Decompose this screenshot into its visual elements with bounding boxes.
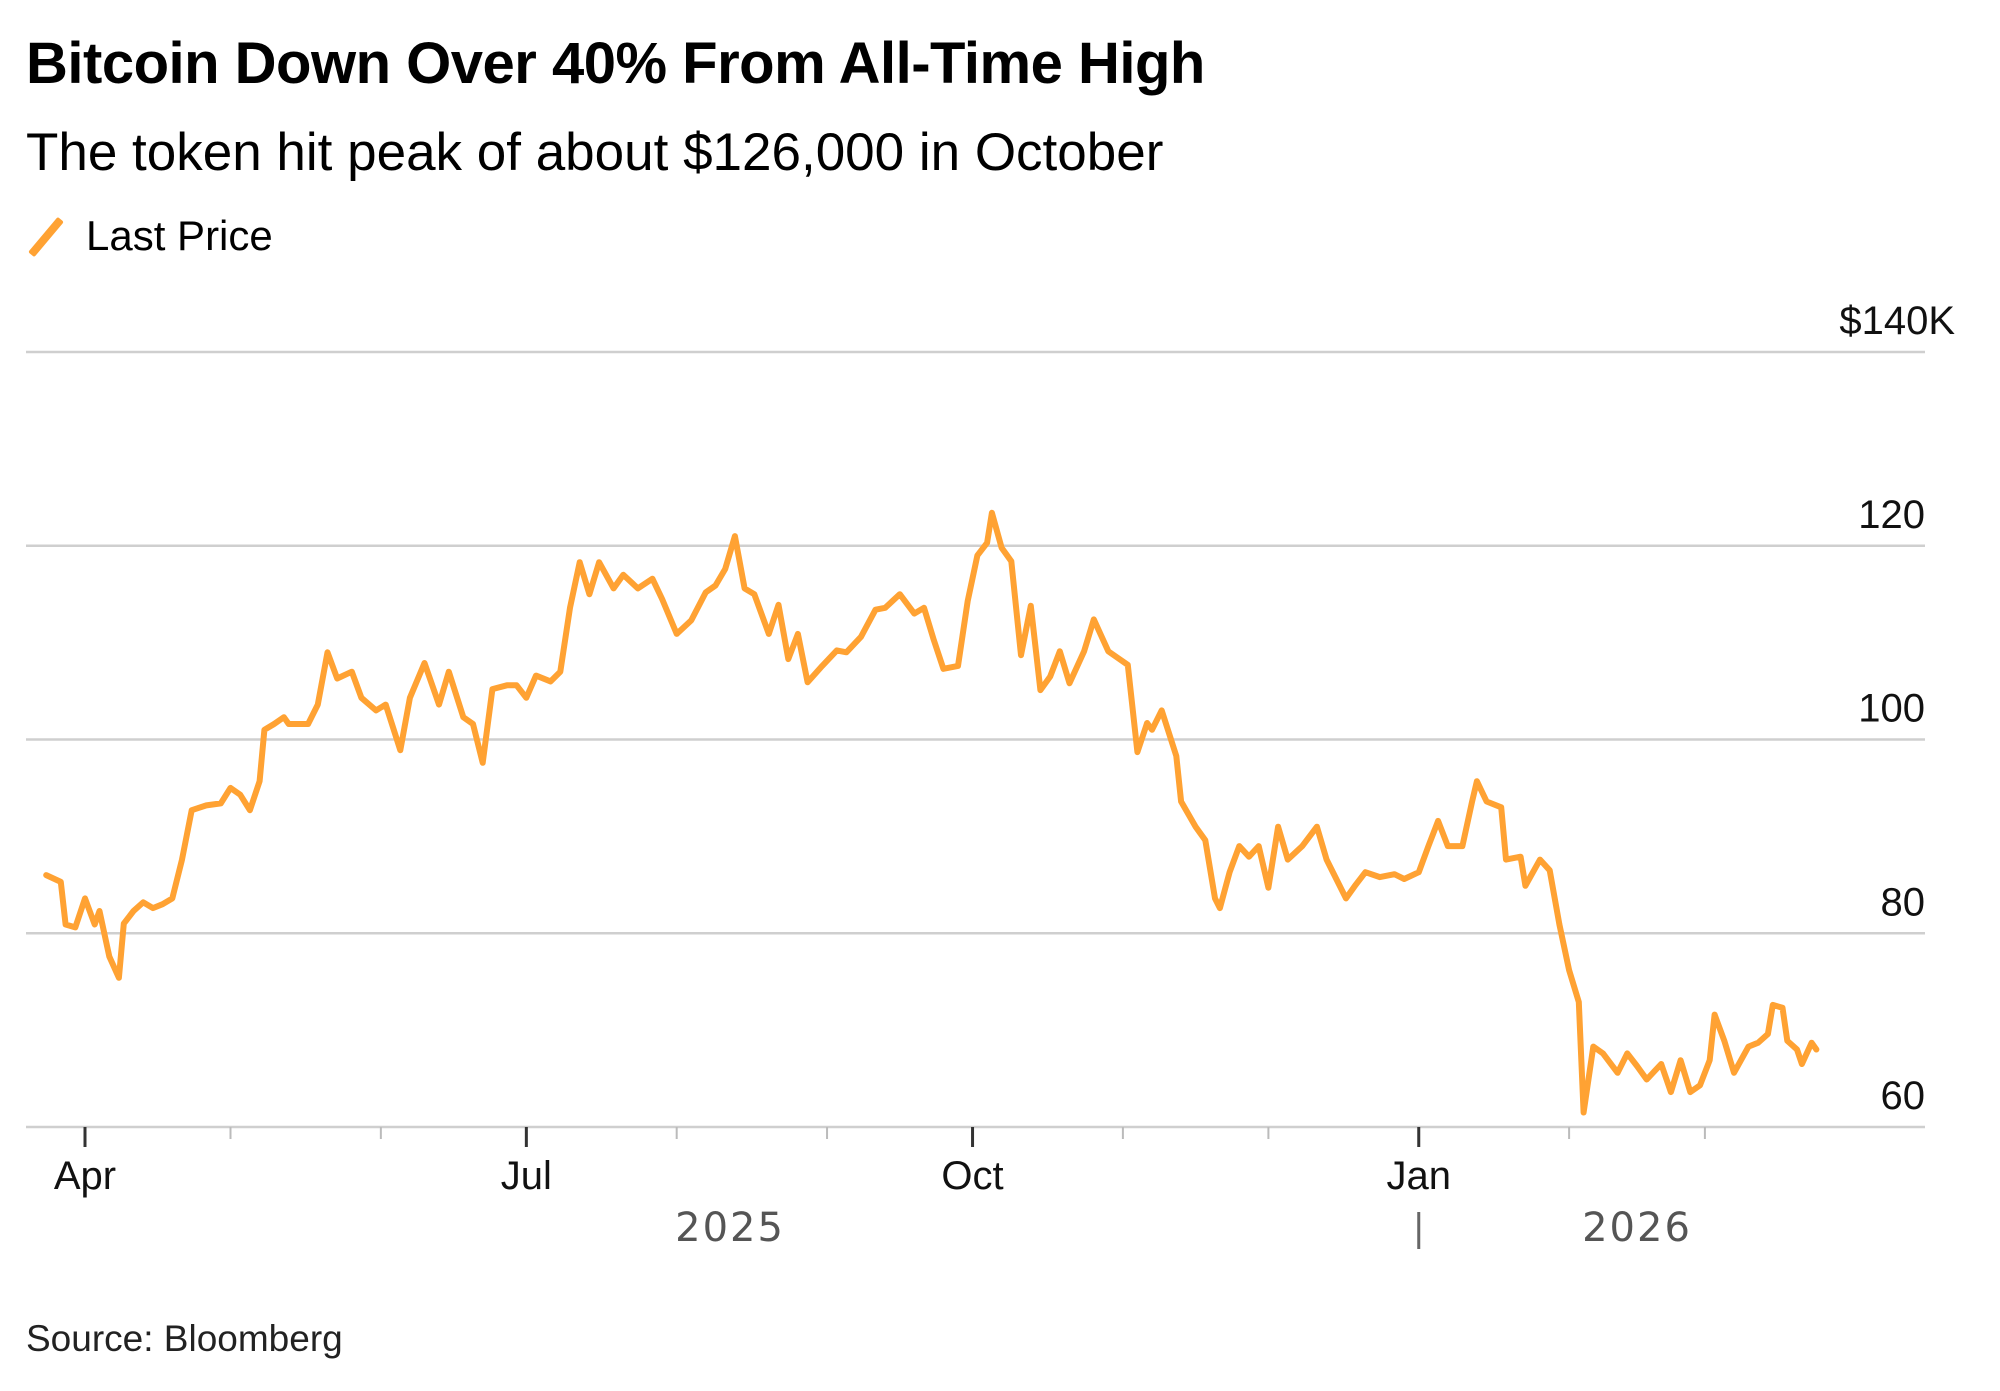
y-tick-label: 80: [1881, 880, 1926, 924]
legend-label: Last Price: [86, 212, 273, 259]
y-tick-label: $140K: [1839, 299, 1955, 343]
y-tick-label: 100: [1858, 687, 1925, 731]
x-tick-label: Apr: [54, 1154, 116, 1198]
year-label: 2025: [675, 1205, 785, 1251]
y-tick-label: 120: [1858, 493, 1925, 537]
y-tick-label: 60: [1881, 1074, 1926, 1118]
series-line-last-price: [43, 509, 1820, 1116]
x-tick-label: Oct: [941, 1154, 1003, 1198]
chart-title: Bitcoin Down Over 40% From All-Time High: [26, 31, 1205, 96]
year-label: 2026: [1582, 1205, 1692, 1251]
source-note: Source: Bloomberg: [26, 1318, 343, 1359]
legend: Last Price: [26, 212, 273, 260]
chart-subtitle: The token hit peak of about $126,000 in …: [26, 123, 1164, 182]
x-tick-label: Jul: [501, 1154, 552, 1198]
x-tick-label: Jan: [1387, 1154, 1452, 1198]
